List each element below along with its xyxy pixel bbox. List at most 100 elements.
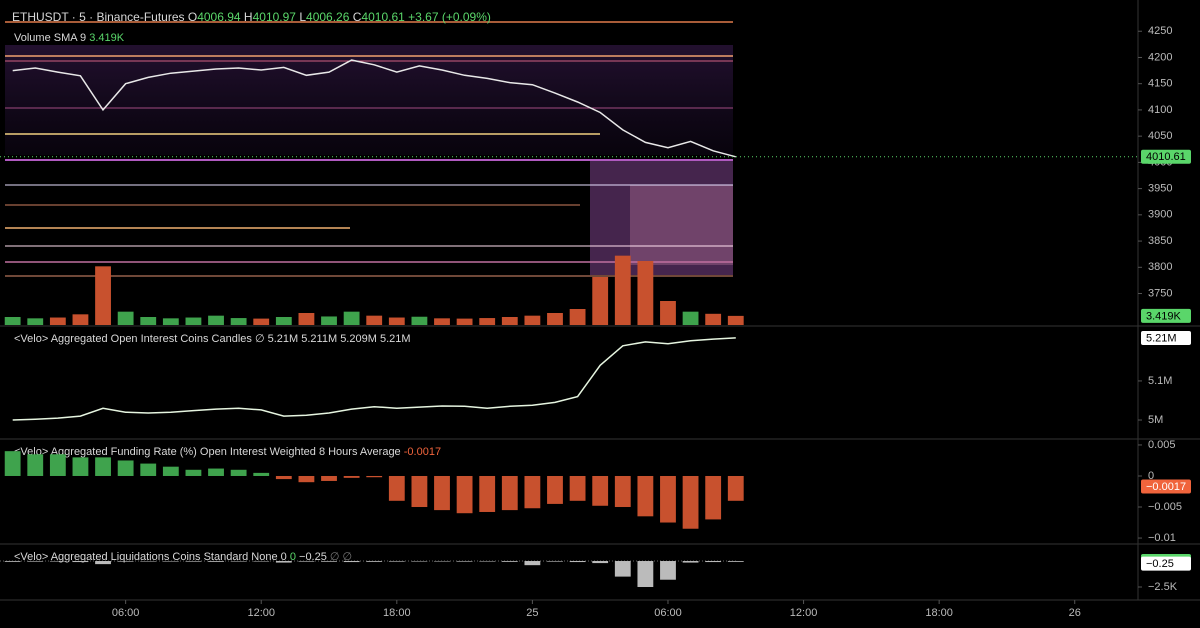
bar [253,561,270,562]
readout: 5.209M [340,333,377,345]
bar [366,561,383,562]
bar [479,475,496,512]
bar [411,316,428,325]
bar [117,311,134,325]
funding-legend: <Velo> Aggregated Funding Rate (%) Open … [14,446,441,458]
value-box-label: −0.0017 [1146,481,1186,493]
volume-sma: 3.419K [89,32,125,44]
bar [501,561,518,562]
x-tick-label: 18:00 [925,607,953,619]
bar [27,561,44,562]
y-tick-label: 0 [1148,470,1154,482]
value-box-label: 3.419K [1146,310,1182,322]
value-box [1141,330,1191,345]
y-tick-label: 3750 [1148,287,1172,299]
bar [230,561,247,562]
bar [140,463,157,476]
bar [682,475,699,529]
value-box-label: 4010.61 [1146,151,1186,163]
bar [660,561,676,580]
y-tick-label: 0.005 [1148,439,1176,451]
bar [660,475,676,523]
ohlc-value: 4010.61 [361,10,405,24]
bar [321,475,337,481]
bar [705,561,722,563]
legend-title: <Velo> Aggregated Liquidations Coins Sta… [14,551,287,563]
y-tick-label: 4100 [1148,104,1172,116]
ohlc-label: L [299,10,306,24]
bar [637,475,654,517]
value-box [1141,308,1191,323]
bar [208,561,224,562]
bar [682,311,699,325]
bar [366,315,383,325]
bar [117,460,134,476]
bar [727,561,744,562]
bar [298,561,315,562]
x-tick-label: 12:00 [247,607,275,619]
bar [660,301,676,325]
legend-title: <Velo> Aggregated Funding Rate (%) Open … [14,446,401,458]
bar [140,561,157,562]
y-tick-label: −0.005 [1148,501,1182,513]
ohlc-value: 4006.94 [197,10,241,24]
y-tick-label: 3950 [1148,183,1172,195]
bar [185,469,202,476]
bar [4,561,21,562]
bar [592,561,609,564]
bar [592,277,609,325]
bar [275,317,292,325]
bar [208,468,224,476]
readout: 5.21M [268,333,299,345]
bar [298,475,315,483]
bar [388,317,405,325]
bar [49,561,66,562]
bar [569,561,586,563]
readout: ∅ ∅ [330,551,352,563]
volume-label: Volume SMA 9 [14,32,86,44]
bar [27,454,44,476]
bar [185,317,202,325]
bar [569,309,586,325]
y-tick-label: 4150 [1148,78,1172,90]
bar [27,318,44,325]
series-line [12,337,736,421]
y-tick-label: 3800 [1148,261,1172,273]
bar [72,561,89,563]
bar [501,317,518,325]
bar [524,315,541,325]
bar [434,561,450,562]
bar [95,561,111,565]
x-tick-label: 26 [1069,607,1081,619]
bar [637,561,654,588]
bar [434,318,450,325]
bar [343,561,360,563]
readout: 5.21M [380,333,411,345]
x-tick-label: 06:00 [112,607,140,619]
bar [727,475,744,501]
readout: -0.0017 [404,446,441,458]
volume-legend: Volume SMA 9 3.419K [14,32,125,44]
bar [501,475,518,511]
liq-legend: <Velo> Aggregated Liquidations Coins Sta… [14,551,352,563]
bar [72,314,89,325]
y-tick-label: −2.5K [1148,581,1178,593]
bar [547,475,563,504]
readout: 5.211M [301,333,337,345]
bar [95,457,111,476]
ohlc-label: H [244,10,253,24]
oi-legend: <Velo> Aggregated Open Interest Coins Ca… [14,333,411,345]
bar [479,318,496,325]
heatmap-band [590,160,733,275]
value-box-label: 5.21M [1146,332,1177,344]
bar [547,561,563,562]
bar [72,457,89,476]
ohlc-value: 4006.26 [306,10,350,24]
bar [230,469,247,476]
ohlc-value: 4010.97 [253,10,297,24]
value-box-label: −0.25 [1146,558,1174,570]
bar [162,466,179,476]
bar [49,317,66,325]
bar [569,475,586,501]
value-box [1141,556,1191,571]
